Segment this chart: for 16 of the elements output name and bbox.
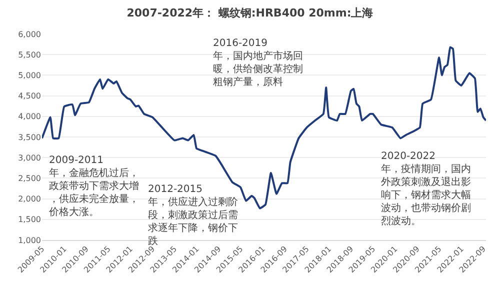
y-tick-label: 5,000 [18, 71, 41, 80]
y-tick-label: 3,500 [18, 132, 41, 142]
y-tick-label: 5,500 [18, 50, 41, 60]
y-tick-label: 2,000 [18, 194, 41, 204]
y-tick-label: 6,000 [18, 30, 41, 39]
annotation: 2012-2015年，供应进入过剩阶段，刺激政策过后需求逐年下降，钢价下跌 [148, 184, 238, 247]
y-tick-label: 4,500 [18, 92, 41, 101]
annotation: 2020-2022年，疫情期间，国内外政策刺激及退出影响下，钢材需求大幅波动，也带动钢价剧烈波动。 [381, 151, 471, 227]
annotation: 2016-2019年，国内地产市场回暖，供给侧改革控制粗钢产量，原料 [213, 38, 303, 88]
y-tick-label: 3,000 [18, 153, 41, 162]
y-tick-label: 4,000 [18, 112, 41, 122]
chart-title: 2007-2022年： 螺纹钢:HRB400 20mm:上海 [126, 6, 374, 20]
y-tick-label: 1,500 [18, 215, 41, 224]
y-tick-label: 1,000 [18, 236, 41, 245]
y-tick-label: 2,500 [18, 174, 41, 183]
annotation: 2009-2011年，金融危机过后，政策带动下需求大增，供应未完全放量，价格大涨。 [48, 155, 139, 218]
